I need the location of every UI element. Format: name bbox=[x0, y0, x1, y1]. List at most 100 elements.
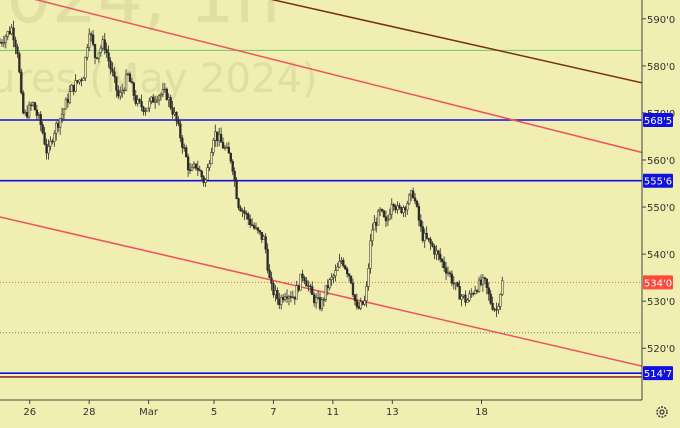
candle-body bbox=[103, 39, 106, 50]
candle-body bbox=[429, 239, 432, 244]
candle bbox=[12, 20, 15, 48]
candle bbox=[303, 275, 306, 285]
candle-body bbox=[441, 259, 444, 262]
candle-body bbox=[301, 273, 304, 278]
candle bbox=[78, 79, 81, 85]
candle bbox=[481, 274, 485, 292]
candle bbox=[245, 210, 248, 220]
candle-body bbox=[16, 46, 19, 55]
candle-body bbox=[452, 282, 455, 285]
candle-body bbox=[305, 280, 308, 287]
candle-body bbox=[435, 250, 438, 255]
candle bbox=[53, 130, 56, 147]
candle-body bbox=[375, 222, 378, 226]
candle bbox=[336, 262, 339, 271]
candle-body bbox=[22, 92, 25, 114]
candle bbox=[49, 136, 52, 151]
candle-body bbox=[0, 42, 2, 44]
candle bbox=[55, 121, 58, 141]
candle-body bbox=[14, 39, 17, 48]
candle-body bbox=[462, 294, 465, 297]
candle bbox=[392, 202, 395, 212]
candle-body bbox=[433, 246, 436, 255]
candle bbox=[113, 67, 116, 84]
candle-body bbox=[177, 120, 180, 125]
candle-body bbox=[150, 96, 153, 102]
candle bbox=[444, 262, 448, 281]
candle-body bbox=[221, 141, 225, 149]
x-tick-label: 26 bbox=[23, 407, 36, 418]
candle-body bbox=[43, 132, 46, 145]
candle bbox=[468, 290, 471, 302]
candle-body bbox=[130, 81, 134, 84]
candle-body bbox=[274, 290, 277, 296]
candle bbox=[390, 198, 393, 220]
candle bbox=[175, 111, 178, 127]
candle bbox=[124, 69, 128, 92]
candle-body bbox=[450, 273, 454, 284]
candle bbox=[320, 296, 324, 312]
candle-body bbox=[88, 33, 91, 48]
candle-body bbox=[468, 293, 471, 301]
candle-body bbox=[206, 167, 209, 181]
settings-gear-icon[interactable] bbox=[656, 406, 668, 418]
candle-body bbox=[241, 210, 244, 212]
candle bbox=[413, 193, 417, 205]
candle bbox=[128, 71, 132, 82]
candle-body bbox=[126, 73, 130, 75]
candle bbox=[155, 95, 159, 104]
candle-body bbox=[349, 275, 353, 284]
candle bbox=[349, 275, 353, 285]
candle-body bbox=[386, 218, 390, 222]
candle-body bbox=[448, 272, 452, 275]
candle-body bbox=[446, 272, 450, 274]
candle-body bbox=[155, 99, 159, 102]
candle bbox=[235, 177, 238, 200]
candle-body bbox=[165, 88, 168, 100]
candle-body bbox=[489, 293, 492, 304]
candle-body bbox=[254, 227, 258, 229]
candle bbox=[359, 297, 362, 311]
candle bbox=[239, 205, 242, 212]
candle-body bbox=[361, 301, 364, 305]
candle-body bbox=[214, 131, 217, 141]
candle bbox=[152, 94, 155, 103]
candle bbox=[196, 160, 199, 177]
price-label: 534'0 bbox=[643, 275, 673, 290]
candle-body bbox=[111, 68, 114, 73]
candle-body bbox=[340, 260, 343, 262]
candle-body bbox=[456, 282, 459, 287]
candle bbox=[109, 57, 112, 75]
candle-body bbox=[138, 99, 141, 102]
candle bbox=[198, 165, 201, 172]
candle-body bbox=[309, 285, 312, 287]
x-axis-ticks: 26 28 Mar 5 7 11 13 18 bbox=[23, 400, 488, 418]
candle bbox=[90, 31, 93, 42]
candle-body bbox=[415, 200, 419, 207]
candle bbox=[243, 206, 246, 220]
candle bbox=[487, 282, 490, 301]
candle bbox=[132, 81, 135, 101]
candle-body bbox=[318, 297, 322, 309]
candle bbox=[130, 77, 134, 84]
candle bbox=[41, 121, 44, 135]
candle-body bbox=[62, 108, 66, 115]
candle-body bbox=[369, 240, 372, 269]
candle-body bbox=[464, 294, 467, 303]
candle bbox=[280, 294, 283, 310]
candle-body bbox=[91, 34, 95, 45]
candle-body bbox=[231, 160, 234, 172]
candle-body bbox=[68, 91, 71, 103]
candle bbox=[322, 297, 326, 307]
candle-body bbox=[278, 298, 281, 305]
candle-body bbox=[394, 206, 397, 211]
price-label-badge bbox=[643, 366, 673, 381]
gear-hub bbox=[659, 409, 665, 415]
y-tick-label: 520'0 bbox=[647, 344, 675, 355]
candle-body bbox=[287, 296, 291, 299]
candle-body bbox=[235, 179, 238, 199]
candle bbox=[344, 264, 347, 271]
candle-body bbox=[474, 290, 477, 295]
candle-body bbox=[29, 104, 33, 106]
candle bbox=[338, 253, 341, 268]
